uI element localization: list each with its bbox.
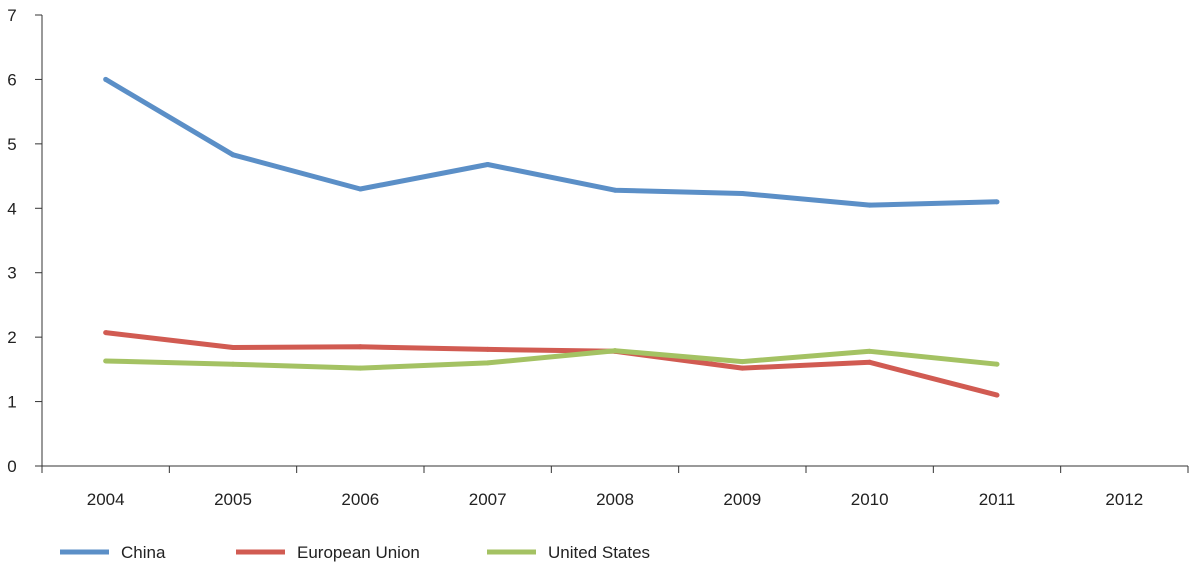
x-tick-label: 2004 bbox=[87, 490, 125, 509]
x-tick-label: 2008 bbox=[596, 490, 634, 509]
data-point bbox=[867, 359, 873, 365]
y-axis-ticks: 0 1 2 3 4 5 6 7 bbox=[7, 6, 42, 476]
data-point bbox=[485, 161, 491, 167]
data-point bbox=[230, 361, 236, 367]
data-point bbox=[230, 152, 236, 158]
x-tick-label: 2005 bbox=[214, 490, 252, 509]
x-tick-label: 2006 bbox=[341, 490, 379, 509]
data-point bbox=[612, 348, 618, 354]
y-tick-label: 2 bbox=[7, 328, 16, 347]
data-point bbox=[739, 190, 745, 196]
data-point bbox=[485, 360, 491, 366]
x-tick-label: 2010 bbox=[851, 490, 889, 509]
y-tick-label: 6 bbox=[7, 70, 16, 89]
legend-label: United States bbox=[548, 543, 650, 562]
y-tick-label: 1 bbox=[7, 393, 16, 412]
series-lines bbox=[103, 76, 1000, 398]
data-point bbox=[485, 346, 491, 352]
data-point bbox=[739, 365, 745, 371]
x-tick-label: 2007 bbox=[469, 490, 507, 509]
data-point bbox=[357, 186, 363, 192]
data-point bbox=[994, 361, 1000, 367]
data-point bbox=[103, 330, 109, 336]
y-tick-label: 4 bbox=[7, 199, 16, 218]
data-point bbox=[994, 392, 1000, 398]
legend-label: European Union bbox=[297, 543, 420, 562]
data-point bbox=[867, 348, 873, 354]
chart-legend: China European Union United States bbox=[60, 543, 650, 562]
x-tick-label: 2012 bbox=[1105, 490, 1143, 509]
legend-label: China bbox=[121, 543, 166, 562]
data-point bbox=[103, 358, 109, 364]
data-point bbox=[103, 76, 109, 82]
data-point bbox=[357, 344, 363, 350]
data-point bbox=[739, 359, 745, 365]
series-line-european-union bbox=[105, 330, 998, 398]
x-axis-ticks: 2004 2005 2006 2007 2008 2009 2010 2011 2012 bbox=[87, 466, 1189, 509]
y-tick-label: 0 bbox=[7, 457, 16, 476]
y-tick-label: 5 bbox=[7, 135, 16, 154]
data-point bbox=[867, 202, 873, 208]
data-point bbox=[357, 365, 363, 371]
y-tick-label: 7 bbox=[7, 6, 16, 25]
x-tick-label: 2009 bbox=[723, 490, 761, 509]
data-point bbox=[612, 187, 618, 193]
data-point bbox=[230, 344, 236, 350]
series-line-china bbox=[104, 77, 998, 208]
data-point bbox=[994, 199, 1000, 205]
chart-axes bbox=[41, 15, 1188, 473]
series-line-united-states bbox=[105, 348, 998, 371]
y-tick-label: 3 bbox=[7, 264, 16, 283]
x-tick-label: 2011 bbox=[979, 490, 1016, 509]
